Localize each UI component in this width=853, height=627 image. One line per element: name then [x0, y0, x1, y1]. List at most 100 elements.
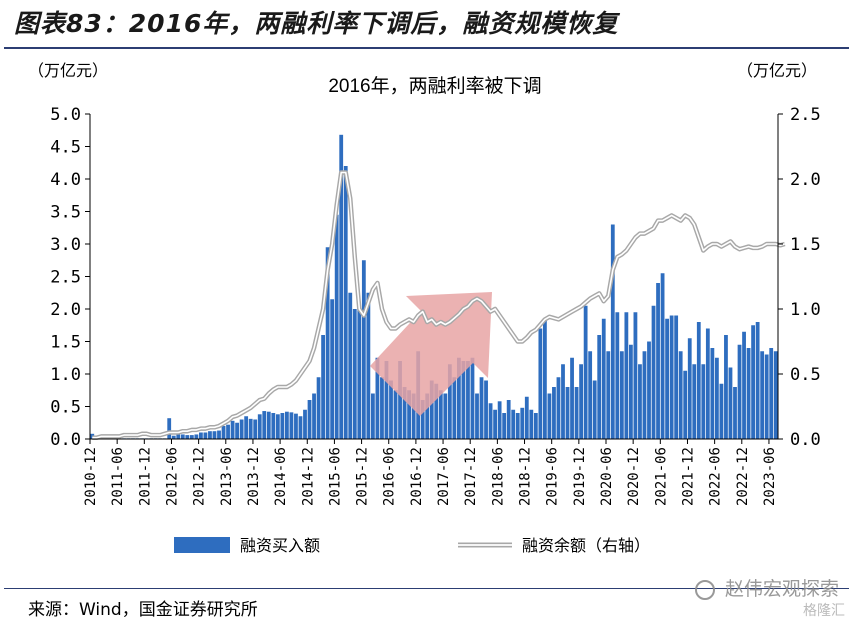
y-left-unit: （万亿元） — [28, 61, 108, 80]
bar — [461, 361, 466, 439]
bar — [547, 393, 552, 439]
bar — [185, 435, 190, 439]
x-tick-label: 2013-06 — [219, 447, 235, 506]
bar — [167, 418, 172, 439]
bar — [325, 247, 330, 439]
bar — [520, 407, 525, 439]
bar — [660, 273, 665, 439]
x-tick-label: 2019-12 — [572, 447, 588, 506]
y-right-tick-label: 0.5 — [790, 365, 821, 385]
x-tick-label: 2012-06 — [164, 447, 180, 506]
bar — [656, 283, 660, 439]
bar — [307, 400, 312, 439]
bar — [484, 380, 488, 439]
bar — [189, 435, 194, 439]
bar — [176, 434, 181, 439]
bar — [434, 383, 439, 439]
legend-bar-label: 融资买入额 — [240, 536, 320, 555]
footer-divider — [4, 588, 849, 589]
bar — [561, 364, 565, 439]
bar — [370, 393, 375, 439]
x-tick-label: 2022-12 — [735, 447, 751, 506]
bar — [502, 413, 507, 439]
bar — [407, 390, 411, 439]
bar — [574, 387, 579, 439]
bar — [479, 377, 484, 439]
chart-title: 2016年，两融利率被下调 — [328, 75, 541, 97]
bar — [773, 351, 778, 439]
bar — [303, 409, 307, 439]
bar — [696, 322, 701, 439]
bar — [321, 335, 325, 439]
bar — [475, 393, 479, 439]
bar — [597, 335, 602, 439]
bar — [389, 380, 393, 439]
bar — [334, 214, 339, 439]
x-tick-label: 2017-06 — [436, 447, 452, 506]
legend-bar-swatch — [174, 537, 230, 553]
y-left-tick-label: 5.0 — [50, 105, 81, 125]
x-tick-label: 2018-12 — [518, 447, 534, 506]
bar — [764, 354, 769, 439]
y-left-tick-label: 2.5 — [50, 268, 81, 288]
bar — [208, 431, 212, 439]
y-left-tick-label: 2.0 — [50, 300, 81, 320]
bar — [760, 351, 765, 439]
bar — [674, 315, 679, 439]
bar — [239, 419, 244, 439]
bar — [769, 348, 774, 439]
y-left-tick-label: 1.0 — [50, 365, 81, 385]
bar — [493, 409, 497, 439]
bar — [647, 341, 651, 439]
x-tick-label: 2014-12 — [300, 447, 316, 506]
x-tick-label: 2016-06 — [382, 447, 398, 506]
title-divider — [4, 47, 849, 49]
bar — [398, 361, 402, 439]
bar — [552, 387, 556, 439]
y-right-tick-label: 2.5 — [790, 105, 821, 125]
bar — [651, 305, 656, 439]
bar — [198, 432, 203, 439]
y-left-tick-label: 4.5 — [50, 138, 81, 158]
x-tick-label: 2017-12 — [463, 447, 479, 506]
bar — [733, 387, 737, 439]
bar — [348, 292, 353, 439]
bar — [615, 312, 620, 439]
bar — [579, 364, 583, 439]
bar — [751, 325, 755, 439]
bar — [357, 309, 362, 439]
bar — [511, 409, 516, 439]
bar — [687, 338, 692, 439]
bar — [515, 413, 520, 439]
y-right-tick-label: 1.0 — [790, 300, 821, 320]
bar — [583, 305, 588, 439]
bar — [452, 377, 457, 439]
x-tick-label: 2022-06 — [708, 447, 724, 506]
bar — [425, 393, 430, 439]
watermark-text: 赵伟宏观探索 — [724, 578, 839, 600]
x-tick-label: 2010-12 — [83, 447, 99, 506]
y-right-tick-label: 0.0 — [790, 430, 821, 450]
bar — [280, 413, 285, 439]
bar — [411, 393, 416, 439]
bar — [570, 357, 574, 439]
y-left-tick-label: 0.0 — [50, 430, 81, 450]
bar — [226, 424, 230, 439]
x-tick-label: 2015-12 — [355, 447, 371, 506]
line-series — [92, 171, 786, 439]
source-note: 来源：Wind，国金证券研究所 — [28, 600, 258, 620]
x-tick-label: 2020-06 — [599, 447, 615, 506]
x-tick-label: 2018-06 — [490, 447, 506, 506]
bar — [665, 318, 669, 439]
bar — [470, 357, 475, 439]
bar — [289, 412, 294, 439]
bar — [298, 416, 303, 439]
bar — [294, 413, 298, 439]
wechat-icon — [694, 579, 715, 600]
x-tick-label: 2016-12 — [409, 447, 425, 506]
bar — [638, 364, 642, 439]
y-left-tick-label: 1.5 — [50, 333, 81, 353]
bar — [556, 377, 561, 439]
bar — [610, 224, 615, 439]
x-tick-label: 2019-06 — [545, 447, 561, 506]
